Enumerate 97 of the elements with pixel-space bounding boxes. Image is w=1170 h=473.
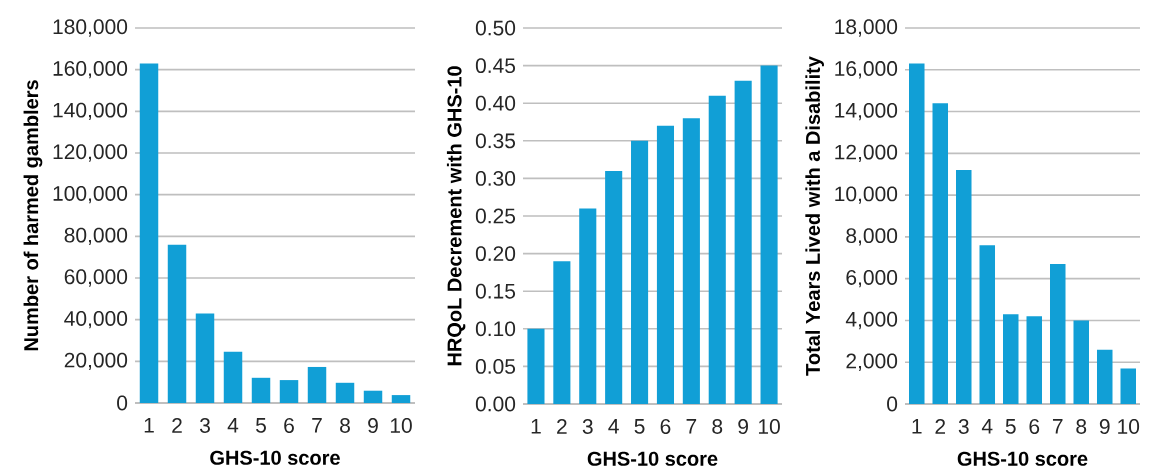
y-tick-label: 0.25 <box>475 208 516 224</box>
y-tick-label: 60,000 <box>64 269 128 287</box>
x-tick-label: 8 <box>1076 419 1087 434</box>
bar <box>1050 264 1066 404</box>
x-tick-label: 10 <box>1118 419 1140 434</box>
y-tick-label: 100,000 <box>53 186 128 204</box>
y-tick-label: 0.50 <box>475 20 516 36</box>
y-axis-title: HRQoL Decrement with GHS-10 <box>446 66 466 366</box>
x-axis-title: GHS-10 score <box>957 451 1088 466</box>
bar <box>760 65 778 404</box>
x-tick-label: 7 <box>686 419 697 434</box>
bar <box>932 103 949 404</box>
y-tick-label: 6,000 <box>846 270 898 288</box>
x-axis-title: GHS-10 score <box>210 450 340 465</box>
bar <box>631 140 649 404</box>
y-tick-label: 18,000 <box>835 19 898 37</box>
bar <box>656 125 675 404</box>
bar <box>335 382 355 403</box>
x-axis-title: GHS-10 score <box>587 451 718 466</box>
x-tick-label: 9 <box>738 419 748 434</box>
bar <box>1003 314 1019 404</box>
y-tick-label: 0.40 <box>475 95 516 111</box>
x-tick-label: 4 <box>608 419 619 434</box>
y-tick-label: 40,000 <box>64 311 128 329</box>
bar <box>734 80 752 404</box>
bar <box>682 118 700 404</box>
x-tick-label: 3 <box>199 418 210 433</box>
x-tick-label: 2 <box>935 419 946 434</box>
bar <box>167 244 187 403</box>
x-tick-label: 4 <box>227 418 239 433</box>
y-tick-label: 0 <box>117 395 128 411</box>
x-tick-label: 3 <box>582 419 593 434</box>
y-tick-label: 12,000 <box>835 144 898 163</box>
y-tick-label: 16,000 <box>835 61 898 79</box>
x-tick-label: 7 <box>312 418 322 433</box>
y-tick-label: 14,000 <box>835 102 898 121</box>
bar <box>279 380 299 403</box>
y-tick-label: 4,000 <box>845 311 898 330</box>
x-tick-label: 1 <box>144 418 154 433</box>
y-tick-label: 10,000 <box>835 186 898 204</box>
x-tick-label: 2 <box>172 418 182 433</box>
y-tick-label: 2,000 <box>846 353 898 371</box>
y-tick-label: 180,000 <box>53 19 128 37</box>
bar <box>1026 316 1043 404</box>
x-tick-label: 5 <box>634 419 645 434</box>
y-tick-label: 0 <box>887 396 898 412</box>
x-tick-label: 6 <box>1029 419 1040 434</box>
x-tick-label: 10 <box>758 419 780 434</box>
bar <box>527 328 545 404</box>
bar <box>307 366 327 403</box>
bar <box>579 208 597 404</box>
y-tick-label: 0.05 <box>475 358 516 374</box>
bar <box>605 170 623 404</box>
x-tick-label: 4 <box>981 419 993 434</box>
x-tick-label: 3 <box>958 419 969 434</box>
x-tick-label: 8 <box>712 419 723 434</box>
bar <box>363 390 383 403</box>
x-tick-label: 2 <box>557 419 567 434</box>
bar <box>251 377 271 403</box>
y-tick-label: 0.10 <box>475 321 516 337</box>
y-tick-label: 80,000 <box>64 227 128 246</box>
x-tick-label: 5 <box>256 418 266 433</box>
bar <box>195 313 215 403</box>
x-tick-label: 8 <box>340 418 350 433</box>
bar <box>909 63 925 404</box>
y-axis-title: Number of harmed gamblers <box>23 80 43 351</box>
y-tick-label: 8,000 <box>846 228 898 246</box>
bar <box>1120 368 1136 404</box>
y-tick-label: 140,000 <box>53 102 128 121</box>
x-tick-label: 10 <box>390 418 412 433</box>
bar <box>139 63 159 403</box>
x-tick-label: 5 <box>1005 419 1016 434</box>
bar <box>223 351 243 403</box>
y-tick-label: 0.35 <box>475 133 516 149</box>
x-tick-label: 6 <box>660 419 671 434</box>
x-tick-label: 9 <box>1099 419 1110 434</box>
y-tick-label: 0.00 <box>475 396 516 412</box>
x-tick-label: 9 <box>368 418 378 433</box>
x-tick-label: 7 <box>1052 419 1063 434</box>
y-tick-label: 0.15 <box>475 283 516 299</box>
bar <box>391 395 411 403</box>
y-tick-label: 120,000 <box>53 144 128 162</box>
bar <box>979 245 996 404</box>
y-tick-label: 0.45 <box>475 58 516 74</box>
y-tick-label: 160,000 <box>53 61 128 79</box>
x-tick-label: 6 <box>284 418 294 433</box>
bar <box>1073 320 1089 404</box>
x-tick-label: 1 <box>531 419 541 434</box>
x-tick-label: 1 <box>912 419 922 434</box>
y-axis-title: Total Years Lived with a Disability <box>805 56 824 376</box>
y-tick-label: 0.20 <box>475 246 516 262</box>
y-tick-label: 20,000 <box>64 352 128 371</box>
bar <box>708 95 726 404</box>
bar <box>1096 349 1113 404</box>
bar <box>956 170 972 404</box>
y-tick-label: 0.30 <box>475 170 516 186</box>
bar <box>553 261 571 404</box>
